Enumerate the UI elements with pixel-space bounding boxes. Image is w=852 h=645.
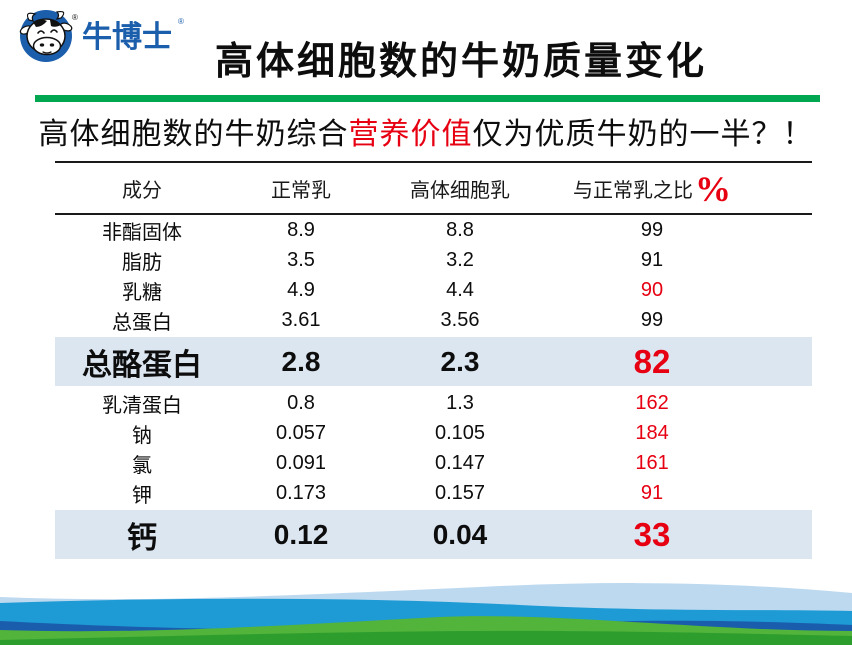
- cell-ratio: 184: [635, 421, 669, 444]
- cell-high-scc-milk: 0.04: [432, 518, 488, 550]
- subtitle-post: 仅为优质牛奶的一半？！: [472, 118, 814, 151]
- cell-high-scc-milk: 8.8: [446, 218, 474, 241]
- cow-logo-icon: ® 牛博士 ®: [19, 10, 184, 62]
- cell-component: 乳糖: [122, 281, 163, 304]
- cell-component: 总酪蛋白: [82, 348, 203, 382]
- header-high-scc-milk: 高体细胞乳: [409, 179, 510, 202]
- cell-normal-milk: 3.61: [281, 308, 321, 331]
- header-normal-milk: 正常乳: [271, 179, 332, 202]
- footer-wave-decoration: [0, 583, 852, 645]
- cell-ratio: 91: [640, 248, 664, 271]
- title-divider: [35, 95, 820, 102]
- cell-ratio: 161: [635, 451, 669, 474]
- cell-high-scc-milk: 0.147: [434, 451, 486, 474]
- cell-high-scc-milk: 4.4: [446, 278, 474, 301]
- brand-name: 牛博士: [82, 21, 172, 54]
- cell-normal-milk: 8.9: [287, 218, 315, 241]
- table-row: 氯 0.091 0.147 161: [55, 448, 812, 478]
- header-component: 成分: [122, 179, 163, 202]
- cell-high-scc-milk: 3.56: [440, 308, 480, 331]
- table-row: 总酪蛋白 2.8 2.3 82: [55, 337, 812, 386]
- brand-logo: ® 牛博士 ®: [16, 6, 206, 69]
- page-title: 高体细胞数的牛奶质量变化: [214, 41, 707, 83]
- cell-high-scc-milk: 3.2: [446, 248, 474, 271]
- cell-component: 钠: [132, 424, 153, 447]
- registered-mark-2: ®: [178, 17, 184, 26]
- cell-normal-milk: 2.8: [281, 345, 321, 377]
- cell-component: 乳清蛋白: [102, 394, 183, 417]
- table-rows: 非酯固体 8.9 8.8 99 脂肪 3.5 3.2 91 乳糖 4.9 4.4…: [55, 215, 812, 559]
- table-row: 总蛋白 3.61 3.56 99: [55, 305, 812, 335]
- cell-normal-milk: 0.057: [275, 421, 327, 444]
- cell-normal-milk: 4.9: [287, 278, 315, 301]
- cell-ratio: 99: [640, 308, 664, 331]
- cell-high-scc-milk: 0.105: [434, 421, 486, 444]
- header-ratio: 与正常乳之比%: [547, 171, 812, 207]
- cell-normal-milk: 0.8: [287, 391, 315, 414]
- cell-component: 总蛋白: [112, 311, 173, 334]
- cell-high-scc-milk: 2.3: [440, 345, 480, 377]
- cell-ratio: 91: [640, 481, 664, 504]
- table-row: 钠 0.057 0.105 184: [55, 418, 812, 448]
- table-row: 钙 0.12 0.04 33: [55, 510, 812, 559]
- table-header-row: 成分 正常乳 高体细胞乳 与正常乳之比%: [55, 163, 812, 215]
- registered-mark: ®: [72, 13, 78, 22]
- cell-component: 氯: [132, 454, 153, 477]
- cell-component: 脂肪: [122, 251, 163, 274]
- subtitle-pre: 高体细胞数的牛奶综合: [38, 118, 349, 151]
- table-row: 钾 0.173 0.157 91: [55, 478, 812, 508]
- table-row: 乳糖 4.9 4.4 90: [55, 275, 812, 305]
- table-row: 乳清蛋白 0.8 1.3 162: [55, 388, 812, 418]
- cell-ratio: 162: [635, 391, 669, 414]
- cell-ratio: 82: [633, 342, 671, 380]
- cell-normal-milk: 0.173: [275, 481, 327, 504]
- cell-ratio: 99: [640, 218, 664, 241]
- milk-quality-table: 成分 正常乳 高体细胞乳 与正常乳之比% 非酯固体 8.9 8.8 99 脂肪 …: [55, 161, 812, 561]
- table-row: 脂肪 3.5 3.2 91: [55, 245, 812, 275]
- percent-symbol: %: [695, 168, 732, 209]
- cell-normal-milk: 3.5: [287, 248, 315, 271]
- cell-component: 钾: [132, 484, 153, 507]
- subtitle: 高体细胞数的牛奶综合营养价值仅为优质牛奶的一半？！: [0, 109, 852, 153]
- cell-component: 非酯固体: [102, 221, 183, 244]
- cell-component: 钙: [127, 521, 158, 555]
- subtitle-highlight: 营养价值: [348, 118, 473, 151]
- cell-ratio: 90: [640, 278, 664, 301]
- header-ratio-label: 与正常乳之比: [573, 179, 694, 202]
- cell-ratio: 33: [633, 515, 671, 553]
- cell-normal-milk: 0.12: [273, 518, 329, 550]
- cell-high-scc-milk: 0.157: [434, 481, 486, 504]
- cell-normal-milk: 0.091: [275, 451, 327, 474]
- cell-high-scc-milk: 1.3: [446, 391, 474, 414]
- table-row: 非酯固体 8.9 8.8 99: [55, 215, 812, 245]
